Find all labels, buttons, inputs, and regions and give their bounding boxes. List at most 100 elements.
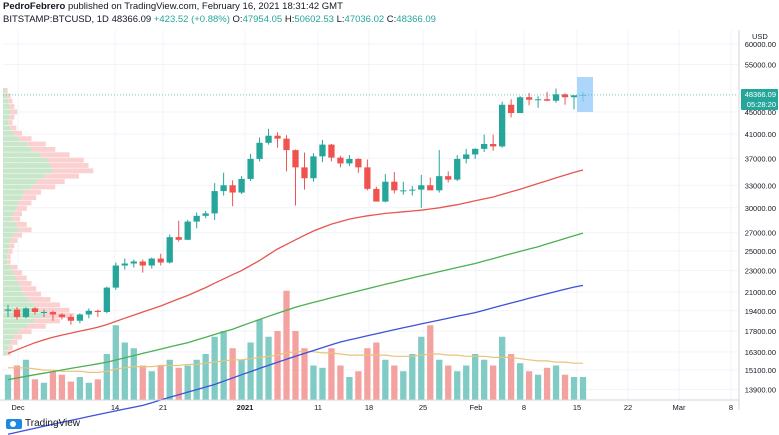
volume-profile-bar-down <box>23 291 41 297</box>
candle-down <box>139 261 146 266</box>
volume-profile-bar-up <box>3 88 6 93</box>
chart-header: PedroFebrero published on TradingView.co… <box>3 0 703 26</box>
volume-profile-bar-up <box>3 318 35 324</box>
candle-up <box>85 310 93 315</box>
y-tick-label: 30000.00 <box>745 204 776 213</box>
volume-profile-bar-up <box>3 211 14 217</box>
volume-profile-bar-down <box>13 334 22 340</box>
volume-profile-bar-down <box>47 157 84 163</box>
volume-bar-up <box>184 365 191 400</box>
y-tick-label: 16300.00 <box>745 348 776 357</box>
volume-profile-bar-down <box>26 323 46 329</box>
candle-down <box>157 258 164 263</box>
volume-bar-up <box>121 342 128 400</box>
volume-profile-bar-up <box>3 216 13 222</box>
candle-down <box>364 167 371 189</box>
volume-profile-bar-up <box>3 323 27 329</box>
volume-profile-bar-up <box>3 130 14 136</box>
candle-up <box>121 263 128 266</box>
volume-profile-bar-down <box>8 345 13 351</box>
volume-profile-bar-down <box>39 152 70 158</box>
volume-profile-bar-up <box>3 163 51 168</box>
candle-up <box>319 144 326 157</box>
volume-profile-bar-down <box>29 297 51 302</box>
volume-bar-up <box>319 367 326 400</box>
y-tick-label: 23000.00 <box>745 267 776 276</box>
volume-bar-up <box>4 374 12 400</box>
open-label: O: <box>232 14 243 25</box>
candle-down <box>274 135 281 139</box>
volume-profile-bar-down <box>8 98 13 104</box>
volume-bar-down <box>427 325 434 400</box>
publisher-name[interactable]: PedroFebrero <box>3 1 66 12</box>
candle-down <box>301 167 308 179</box>
volume-profile-bar-up <box>3 227 19 233</box>
candle-up <box>498 104 506 147</box>
candle-up <box>130 261 137 264</box>
volume-bar-up <box>112 325 119 400</box>
candle-up <box>193 215 200 222</box>
volume-profile-bar-down <box>16 222 27 227</box>
volume-bar-down <box>543 367 551 400</box>
volume-bar-up <box>454 371 461 400</box>
candle-up <box>534 99 542 101</box>
volume-profile-bar-up <box>3 350 8 356</box>
candle-down <box>31 308 39 313</box>
candle-down <box>229 185 236 193</box>
y-tick-label: 19400.00 <box>745 307 776 316</box>
candle-up <box>166 237 173 263</box>
volume-profile-bar-down <box>34 318 60 324</box>
x-tick-label: 22 <box>624 403 632 412</box>
volume-bar-down <box>139 365 146 400</box>
volume-profile-bar-down <box>7 259 11 265</box>
candle-down <box>490 144 497 147</box>
volume-profile-bar-up <box>3 238 11 243</box>
tradingview-logo-icon <box>6 418 22 429</box>
volume-bar-up <box>202 354 209 400</box>
volume-bar-up <box>130 348 137 400</box>
volume-profile-bar-up <box>3 259 8 265</box>
volume-profile-bar-up <box>3 307 40 313</box>
x-tick-label: Mar <box>673 403 686 412</box>
volume-profile-bar-down <box>31 184 56 190</box>
x-tick-label: 2021 <box>237 403 254 412</box>
candle-up <box>211 191 218 214</box>
volume-bar-up <box>85 382 93 400</box>
open-value: 47954.05 <box>242 14 283 25</box>
volume-profile-bar-up <box>3 200 19 206</box>
volume-bar-up <box>498 336 506 400</box>
x-tick-label: 15 <box>573 403 581 412</box>
symbol-line: BITSTAMP:BTCUSD, 1D 48366.09 +423.52 (+0… <box>3 13 703 26</box>
volume-bar-down <box>328 348 335 400</box>
volume-profile-bar-up <box>3 157 48 163</box>
volume-profile-bar-down <box>13 211 22 217</box>
volume-bar-up <box>103 354 110 400</box>
volume-bar-up <box>534 374 542 400</box>
volume-bar-down <box>373 342 380 400</box>
volume-bar-down <box>175 367 182 400</box>
candle-down <box>283 138 290 151</box>
volume-profile-bar-down <box>7 93 11 99</box>
volume-profile-bar-down <box>44 173 79 179</box>
candles <box>4 88 587 325</box>
close-label: C: <box>386 14 397 25</box>
candle-up <box>184 221 191 240</box>
volume-bar-up <box>472 354 479 400</box>
volume-profile-bar-down <box>18 136 32 142</box>
volume-profile-bar-up <box>3 345 9 351</box>
candle-up <box>481 144 488 149</box>
candle-down <box>67 316 75 321</box>
volume-profile-bar-up <box>3 104 10 109</box>
volume-profile-bar-up <box>3 297 30 302</box>
high-value: 50602.53 <box>294 14 334 25</box>
volume-bar-up <box>516 363 524 400</box>
footer: TradingView <box>6 418 80 429</box>
countdown-label: 05:28:20 <box>747 100 776 109</box>
x-tick-label: 8 <box>522 403 526 412</box>
volume-profile-bar-up <box>3 168 53 174</box>
last-price-label: 48366.09 <box>745 90 776 99</box>
candle-down <box>13 309 21 317</box>
candle-up <box>472 148 479 155</box>
volume-bar-down <box>525 371 533 400</box>
